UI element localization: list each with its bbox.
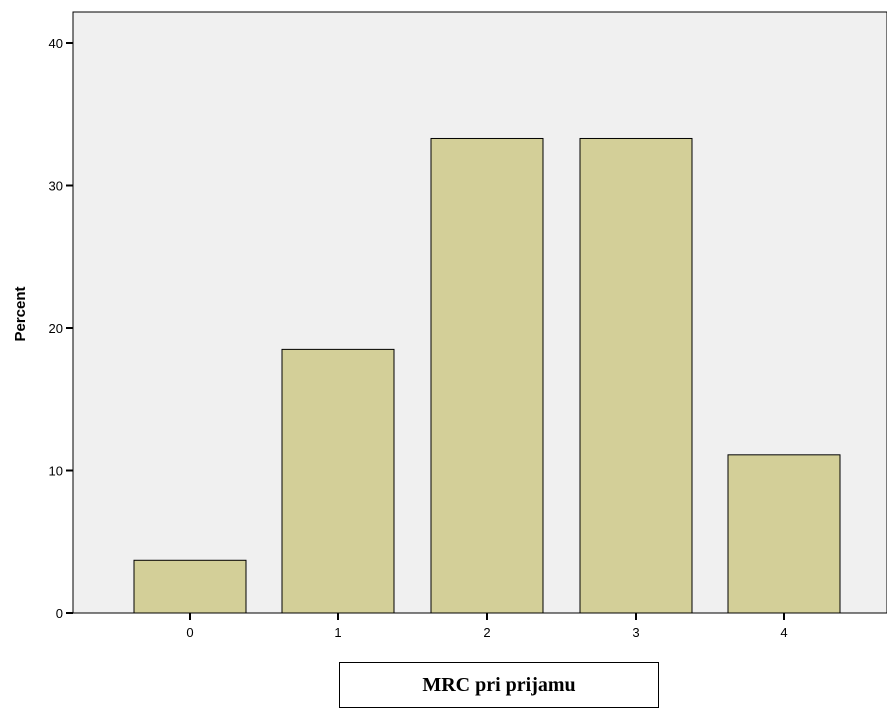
bar-4 [727, 454, 841, 614]
bars [133, 137, 841, 614]
y-tick-label: 10 [49, 464, 63, 479]
x-tick-label: 1 [334, 625, 341, 640]
y-tick-label: 0 [56, 606, 63, 621]
x-tick-label: 2 [483, 625, 490, 640]
y-tick-label: 30 [49, 179, 63, 194]
y-tick-label: 40 [49, 36, 63, 51]
bar-3 [579, 137, 693, 614]
y-tick-label: 20 [49, 321, 63, 336]
x-axis: 0 1 2 3 4 [186, 613, 788, 640]
y-axis-title: Percent [12, 286, 29, 341]
bar-1 [281, 348, 395, 614]
bar-2 [430, 137, 544, 614]
y-axis: 0 10 20 30 40 [49, 36, 73, 621]
x-tick-label: 0 [186, 625, 193, 640]
x-tick-label: 3 [632, 625, 639, 640]
x-axis-title: MRC pri prijamu [339, 662, 659, 708]
bar-0 [133, 559, 247, 614]
x-tick-label: 4 [780, 625, 787, 640]
